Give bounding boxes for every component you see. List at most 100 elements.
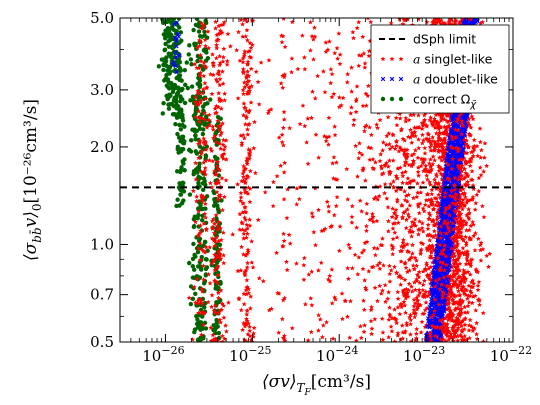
correct-omega-point	[190, 275, 196, 280]
singlet-like-point	[221, 260, 227, 266]
singlet-like-point	[421, 112, 427, 118]
singlet-like-point	[431, 147, 437, 153]
singlet-like-point	[421, 168, 427, 174]
correct-omega-point	[162, 47, 167, 53]
singlet-like-point	[459, 337, 465, 342]
singlet-like-point	[221, 252, 227, 258]
singlet-like-point	[235, 95, 241, 101]
singlet-like-point	[400, 335, 406, 341]
singlet-like-point	[199, 20, 205, 26]
singlet-like-point	[415, 169, 421, 175]
singlet-like-point	[399, 147, 405, 153]
singlet-like-point	[402, 330, 408, 335]
singlet-like-point	[243, 217, 249, 222]
singlet-like-point	[244, 82, 250, 87]
correct-omega-point	[176, 150, 181, 155]
singlet-like-point	[434, 199, 440, 205]
singlet-like-point	[238, 194, 244, 200]
singlet-like-point	[274, 173, 280, 179]
singlet-like-point	[368, 132, 374, 138]
singlet-like-point	[404, 320, 410, 326]
singlet-like-point	[238, 307, 244, 313]
singlet-like-point	[463, 159, 469, 165]
singlet-like-point	[365, 93, 371, 98]
singlet-like-point	[410, 242, 415, 248]
singlet-like-point	[395, 220, 401, 225]
singlet-like-point	[330, 160, 336, 166]
singlet-like-point	[464, 296, 470, 301]
singlet-like-point	[360, 266, 366, 272]
singlet-like-point	[455, 220, 461, 226]
singlet-like-point	[279, 139, 285, 145]
singlet-like-point	[331, 212, 337, 218]
singlet-like-point	[455, 333, 461, 339]
singlet-like-point	[195, 91, 201, 96]
correct-omega-point	[212, 327, 218, 332]
singlet-like-point	[199, 149, 205, 154]
singlet-like-point	[433, 130, 439, 136]
singlet-like-point	[459, 172, 465, 178]
singlet-like-point	[216, 193, 222, 199]
singlet-like-point	[213, 110, 218, 116]
singlet-like-point	[424, 176, 430, 182]
singlet-like-point	[461, 326, 467, 332]
singlet-like-point	[408, 127, 413, 133]
singlet-like-point	[479, 203, 485, 209]
singlet-like-point	[418, 329, 424, 335]
singlet-like-point	[200, 263, 206, 268]
singlet-like-point	[390, 236, 396, 242]
singlet-like-point	[361, 307, 367, 312]
singlet-like-point	[434, 173, 440, 179]
singlet-like-point	[433, 202, 439, 208]
correct-omega-point	[175, 90, 181, 95]
singlet-like-point	[429, 191, 435, 197]
singlet-like-point	[392, 210, 397, 215]
singlet-like-point	[275, 290, 281, 296]
singlet-like-point	[436, 143, 442, 148]
correct-omega-point	[180, 86, 185, 92]
singlet-like-point	[345, 265, 351, 271]
correct-omega-point	[177, 66, 183, 71]
singlet-like-point	[215, 310, 221, 316]
singlet-like-point	[325, 47, 331, 52]
singlet-like-point	[260, 278, 266, 284]
singlet-like-point	[416, 269, 422, 275]
singlet-like-point	[408, 321, 414, 327]
singlet-like-point	[202, 110, 208, 116]
singlet-like-point	[199, 195, 205, 201]
singlet-like-point	[359, 208, 365, 214]
correct-omega-point	[216, 330, 222, 336]
singlet-like-point	[300, 103, 306, 108]
singlet-like-point	[465, 179, 471, 184]
singlet-like-point	[240, 132, 246, 138]
singlet-like-point	[416, 136, 422, 142]
singlet-like-point	[352, 252, 358, 257]
singlet-like-point	[202, 201, 208, 206]
singlet-like-point	[297, 121, 303, 127]
singlet-like-point	[455, 319, 461, 324]
singlet-like-point	[445, 119, 451, 125]
singlet-like-point	[477, 139, 483, 145]
singlet-like-point	[197, 138, 203, 143]
singlet-like-point	[414, 125, 420, 130]
singlet-like-point	[216, 90, 222, 96]
singlet-like-point	[337, 223, 343, 229]
singlet-like-point	[197, 73, 203, 78]
correct-omega-point	[193, 111, 198, 117]
singlet-like-point	[349, 88, 355, 94]
singlet-like-point	[456, 254, 462, 259]
singlet-like-point	[466, 299, 472, 305]
singlet-like-point	[281, 74, 287, 80]
singlet-like-point	[399, 215, 405, 221]
singlet-like-point	[202, 165, 208, 171]
correct-omega-point	[191, 224, 197, 230]
singlet-like-point	[218, 287, 224, 293]
singlet-like-point	[474, 336, 480, 342]
singlet-like-point	[469, 155, 475, 161]
singlet-like-point	[456, 316, 461, 322]
correct-omega-point	[190, 94, 196, 99]
singlet-like-point	[245, 331, 251, 337]
singlet-like-point	[464, 227, 469, 233]
correct-omega-point	[193, 291, 198, 296]
singlet-like-point	[418, 251, 424, 256]
